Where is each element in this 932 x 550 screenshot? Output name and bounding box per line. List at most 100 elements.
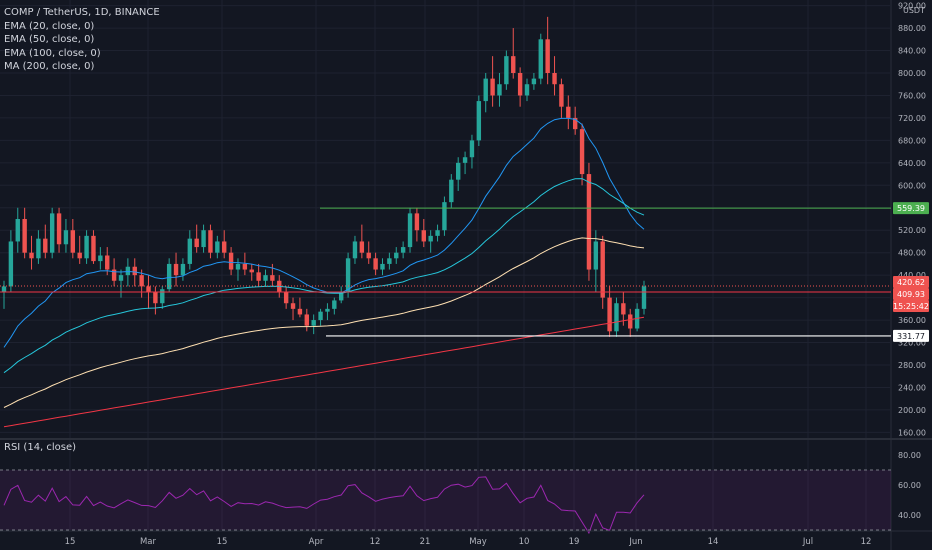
candle-body (56, 213, 62, 245)
candle-body (84, 235, 89, 259)
candle-body (63, 230, 69, 245)
candle-body (511, 56, 516, 73)
candle-body (497, 84, 502, 96)
candle-body (517, 73, 523, 96)
candle-body (455, 162, 461, 180)
candle-body (187, 238, 193, 264)
ema50-line (3, 178, 645, 374)
rsi-line (3, 476, 645, 535)
rsi-tick-label: 60.00 (898, 481, 921, 490)
price-tick-label: 440.00 (898, 271, 926, 280)
price-tick-label: 320.00 (898, 339, 926, 348)
time-tick-label: Mar (140, 537, 157, 547)
candle-body (283, 292, 289, 304)
symbol-label: COMP / TetherUS, 1D, BINANCE (4, 7, 160, 18)
candle-body (228, 252, 234, 270)
candle-body (380, 263, 385, 270)
candle-body (407, 213, 413, 248)
candle-body (194, 238, 199, 248)
candle-body (579, 129, 585, 175)
candle-body (414, 213, 420, 231)
time-tick-label: May (469, 537, 487, 547)
candle-body (22, 219, 27, 253)
candle-body (552, 73, 557, 85)
price-tick-label: 280.00 (898, 361, 926, 370)
candle-body (270, 275, 275, 281)
candle-body (400, 247, 406, 253)
time-tick-label: 15 (65, 537, 76, 547)
candle-body (29, 252, 34, 259)
candle-body (559, 84, 564, 107)
candle-body (208, 230, 213, 253)
price-tick-label: 160.00 (898, 428, 926, 437)
rsi-band (0, 470, 891, 530)
price-tick-label: 600.00 (898, 181, 926, 190)
candle-body (235, 263, 241, 270)
time-tick-label: 12 (861, 537, 872, 547)
support-badge-bg (893, 329, 929, 342)
rsi-tick-label: 40.00 (898, 511, 921, 520)
price-tick-label: 520.00 (898, 226, 926, 235)
price-tick-label: 720.00 (898, 114, 926, 123)
price-tick-label: 880.00 (898, 24, 926, 33)
support-badge: 331.77 (897, 332, 925, 341)
price-tick-label: 240.00 (898, 383, 926, 392)
red-level-badge: 409.93 (897, 290, 925, 299)
candle-body (297, 308, 303, 315)
candle-body (318, 311, 323, 321)
candle-body (180, 263, 186, 276)
candle-body (256, 272, 261, 281)
candle-body (8, 241, 14, 287)
chart-legend: COMP / TetherUS, 1D, BINANCE EMA (20, cl… (4, 6, 160, 74)
candle-body (572, 117, 578, 130)
candle-body (1, 286, 7, 292)
candle-body (249, 269, 254, 273)
ema20-label: EMA (20, close, 0) (4, 20, 95, 32)
ema100-label: EMA (100, close, 0) (4, 47, 101, 59)
candle-body (483, 78, 488, 102)
candle-body (173, 263, 179, 276)
price-tick-label: 640.00 (898, 159, 926, 168)
time-tick-label: Jul (802, 537, 813, 547)
candle-body (36, 238, 41, 259)
time-tick-label: 21 (420, 537, 431, 547)
price-tick-label: 360.00 (898, 316, 926, 325)
candle-body (132, 266, 137, 276)
time-tick-label: Apr (309, 537, 324, 547)
time-tick-label: 19 (569, 537, 580, 547)
candle-body (504, 56, 509, 85)
candle-body (311, 320, 316, 326)
candle-body (621, 303, 626, 315)
candle-body (77, 252, 82, 259)
resistance-badge-bg (893, 202, 929, 215)
candle-body (428, 235, 433, 242)
candle-body (566, 106, 571, 118)
candle-body (449, 179, 454, 203)
candle-body (153, 292, 158, 304)
candle-body (339, 292, 344, 301)
candle-body (531, 78, 537, 85)
candle-body (387, 258, 392, 264)
candle-body (98, 255, 103, 262)
candle-body (222, 241, 227, 253)
candle-body (304, 314, 309, 326)
candle-body (146, 286, 151, 292)
candle-body (215, 241, 220, 253)
candle-body (607, 297, 612, 332)
candle-body (593, 241, 599, 270)
candle-body (442, 202, 447, 231)
candle-body (15, 219, 20, 242)
candle-body (476, 101, 482, 141)
resistance-badge: 559.39 (897, 204, 925, 213)
candle-body (70, 230, 76, 253)
candle-body (600, 241, 605, 298)
ema20-line (3, 117, 645, 348)
candle-body (462, 157, 468, 163)
candle-body (524, 84, 530, 96)
price-tick-label: 200.00 (898, 406, 926, 415)
price-tick-label: 680.00 (898, 136, 926, 145)
candle-body (263, 275, 268, 281)
candle-body (49, 213, 55, 253)
price-tick-label: 800.00 (898, 69, 926, 78)
